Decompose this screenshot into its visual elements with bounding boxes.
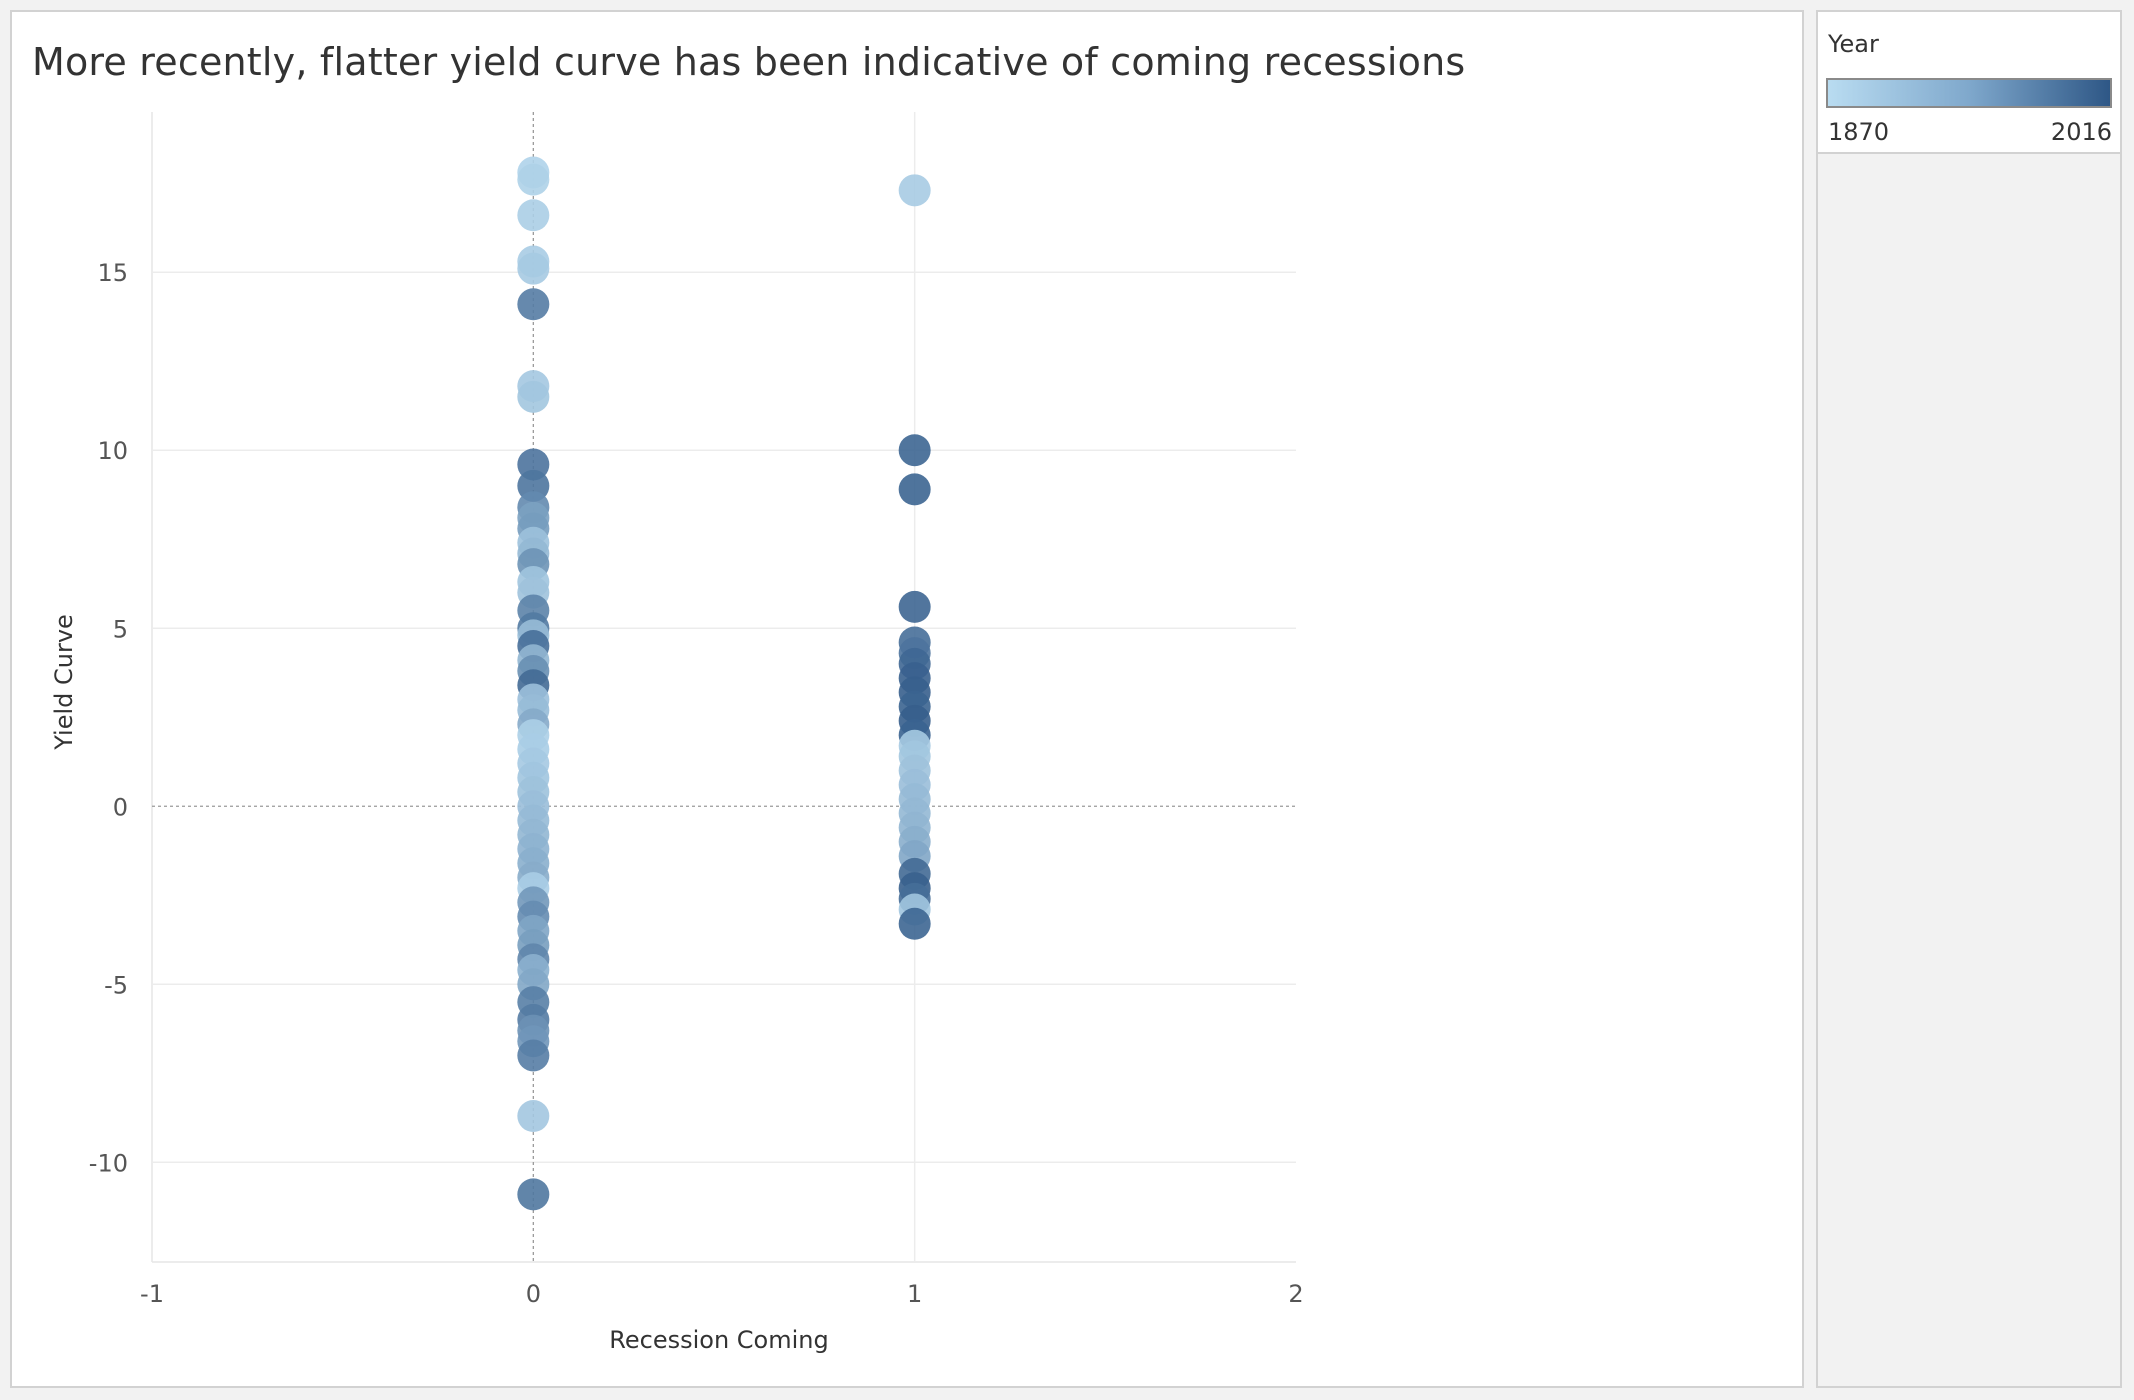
scatter-point[interactable] (898, 907, 931, 940)
y-tick-label: 10 (97, 437, 128, 465)
scatter-point[interactable] (517, 288, 550, 321)
scatter-point[interactable] (517, 252, 550, 285)
scatter-point[interactable] (898, 174, 931, 207)
color-legend: Year 1870 2016 (1818, 12, 2120, 154)
scatter-point[interactable] (517, 199, 550, 232)
scatter-point[interactable] (898, 434, 931, 467)
legend-max-label: 2016 (2050, 118, 2112, 146)
legend-panel: Year 1870 2016 (1816, 10, 2122, 1388)
y-tick-label: 15 (97, 259, 128, 287)
scatter-point[interactable] (517, 1100, 550, 1133)
legend-min-label: 1870 (1828, 118, 1890, 146)
x-tick-label: -1 (140, 1280, 164, 1308)
y-tick-label: 5 (113, 615, 128, 643)
y-axis-title: Yield Curve (50, 614, 78, 751)
x-axis-title: Recession Coming (609, 1326, 828, 1354)
scatter-point[interactable] (517, 163, 550, 196)
legend-title: Year (1828, 30, 1879, 58)
chart-title: More recently, flatter yield curve has b… (32, 40, 1466, 84)
viz-panel: More recently, flatter yield curve has b… (10, 10, 1804, 1388)
scatter-point[interactable] (898, 590, 931, 623)
y-tick-label: -5 (104, 971, 128, 999)
x-tick-label: 2 (1288, 1280, 1303, 1308)
scatter-point[interactable] (898, 473, 931, 506)
scatter-point[interactable] (517, 380, 550, 413)
y-tick-label: -10 (89, 1149, 128, 1177)
legend-color-ramp (1826, 78, 2112, 108)
x-tick-label: 1 (907, 1280, 922, 1308)
x-tick-label: 0 (526, 1280, 541, 1308)
scatter-point[interactable] (517, 1039, 550, 1072)
y-tick-label: 0 (113, 793, 128, 821)
scatter-point[interactable] (517, 1178, 550, 1211)
